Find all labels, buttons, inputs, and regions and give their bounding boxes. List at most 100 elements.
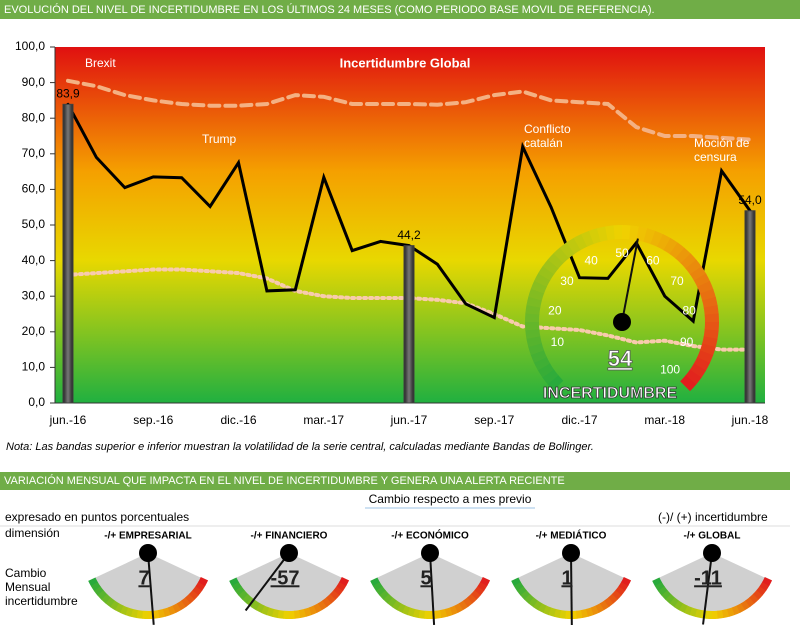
x-tick-label: mar.-18 <box>644 413 685 427</box>
dial-arc <box>326 593 337 604</box>
gauge-tick-label: 50 <box>615 246 629 260</box>
gauge-arc <box>547 252 564 269</box>
gauge-tick-label: 70 <box>670 274 684 288</box>
dial-arc <box>294 610 302 619</box>
gauge-arc <box>685 259 702 276</box>
dial-title: -/+ MEDIÁTICO <box>536 529 607 542</box>
gauge-arc <box>596 226 609 242</box>
dial-arc <box>599 600 610 611</box>
dial-arc <box>313 602 323 613</box>
gauge-arc <box>699 343 716 356</box>
dial-arc <box>731 605 741 616</box>
dial-wedge <box>373 553 487 615</box>
gauge-arc <box>703 305 719 316</box>
gauge-tick-label: 80 <box>682 304 696 318</box>
dial-arc <box>762 577 773 586</box>
dial-arc <box>618 581 629 591</box>
dial-arc <box>234 586 245 596</box>
x-tick-label: dic.-17 <box>561 413 597 427</box>
dial-arc <box>470 589 481 600</box>
dial-arc <box>745 597 755 608</box>
gauge-arc <box>530 349 547 363</box>
gauge-arc <box>525 328 541 339</box>
dial-arc <box>528 597 539 608</box>
dial-title: -/+ GLOBAL <box>684 531 741 542</box>
dial-arc <box>538 603 547 614</box>
x-tick-label: jun.-18 <box>731 413 769 427</box>
annotation: Trump <box>202 132 237 146</box>
gauge-arc <box>629 225 640 241</box>
annotation: Conflicto catalán <box>524 122 571 150</box>
gauge-arc <box>675 247 692 264</box>
y-tick-label: 20,0 <box>22 324 46 338</box>
dial-arc <box>454 602 464 613</box>
dial-arc <box>722 608 730 618</box>
dial-arc <box>717 610 725 619</box>
gauge-tick-label: 60 <box>646 254 660 268</box>
dial-arc <box>387 597 398 608</box>
gauge-tick-label: 90 <box>680 335 694 349</box>
dial-arc <box>167 605 177 616</box>
gauge-arc <box>699 288 716 302</box>
annotation: Moción de censura <box>694 136 750 164</box>
dial-arc <box>93 586 104 596</box>
gauge-arc <box>533 356 551 371</box>
dial-arc <box>689 607 698 617</box>
dial-arc <box>736 602 746 613</box>
dial-arc <box>136 610 144 619</box>
gauge-arc <box>605 225 616 241</box>
line-series <box>66 78 752 142</box>
dial-arc <box>299 608 307 618</box>
dial-arc <box>516 586 527 596</box>
gauge-tick-label: 40 <box>584 254 598 268</box>
dial-arc <box>480 577 491 586</box>
dial-arc <box>463 597 473 608</box>
dial-needle <box>244 552 290 612</box>
gauge-arc <box>701 336 718 348</box>
dial-needle <box>429 552 436 625</box>
dial-arc <box>652 577 663 587</box>
x-tick-label: sep.-16 <box>133 413 173 427</box>
y-tick-label: 60,0 <box>22 182 46 196</box>
gauge-arc <box>525 304 541 315</box>
dial-value: -57 <box>271 567 300 589</box>
dial-arc <box>543 605 552 616</box>
dial-pivot <box>139 544 157 562</box>
y-tick-label: 80,0 <box>22 110 46 124</box>
dial-arc <box>277 610 285 619</box>
dial-arc <box>621 577 632 586</box>
dial-arc <box>513 581 524 592</box>
y-tick-label: 40,0 <box>22 253 46 267</box>
dial-arc <box>740 600 751 611</box>
gauge-pivot <box>613 313 631 331</box>
dial-arc <box>477 581 488 591</box>
gauge-value: 54 <box>608 346 633 371</box>
dial-arc <box>412 609 421 619</box>
dial-arc <box>229 577 240 587</box>
dial-arc <box>397 603 406 614</box>
dial-arc <box>511 577 522 587</box>
gauge-arc <box>537 362 555 378</box>
gauge-arc <box>636 226 648 243</box>
gauge-arc <box>581 230 595 247</box>
gauge-arc <box>696 350 714 364</box>
dial-arc <box>271 609 280 619</box>
y-tick-label: 50,0 <box>22 217 46 231</box>
gauge-arc <box>663 237 679 255</box>
dial-arc <box>261 605 270 616</box>
dial-pivot <box>280 544 298 562</box>
dial-arc <box>372 581 383 592</box>
legend: (-)/ (+) incertidumbre <box>658 510 768 524</box>
dial-arc <box>242 593 253 604</box>
dial-arc <box>375 586 386 596</box>
gauge-arc <box>566 237 582 255</box>
dial-wedge <box>232 553 346 615</box>
dial-arc <box>435 610 443 619</box>
gauge-arc <box>526 335 542 348</box>
gauge-arc <box>669 242 685 259</box>
dial-needle <box>570 552 573 626</box>
gauge-arc <box>693 357 710 372</box>
dial-needle <box>702 552 713 625</box>
dial-value: 1 <box>561 567 572 589</box>
dial-arc <box>392 600 402 611</box>
